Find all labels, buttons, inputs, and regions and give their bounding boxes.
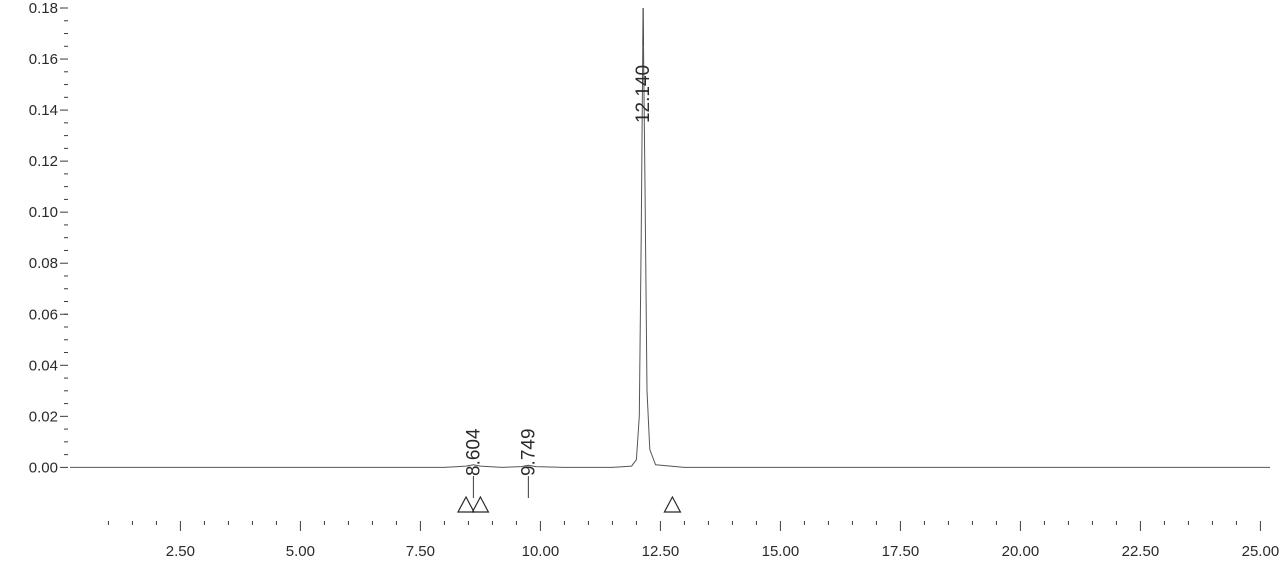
y-tick-label: 0.12 [29, 153, 58, 170]
peak-annotations: 8.604 9.749 12.140 [463, 8, 654, 498]
peak-label: 9.749 [518, 428, 539, 476]
x-tick-label: 10.00 [522, 543, 560, 560]
peak-label: 8.604 [463, 428, 484, 476]
x-tick-label: 25.00 [1242, 543, 1280, 560]
y-tick-label: 0.18 [29, 0, 58, 17]
x-tick-label: 5.00 [286, 543, 315, 560]
x-tick-label: 7.50 [406, 543, 435, 560]
y-tick-label: 0.08 [29, 255, 58, 272]
x-tick-label: 15.00 [762, 543, 800, 560]
chromatogram-trace [70, 7, 1270, 468]
x-tick-label: 17.50 [882, 543, 920, 560]
x-tick-label: 22.50 [1122, 543, 1160, 560]
x-tick-label: 12.50 [642, 543, 680, 560]
y-tick-label: 0.04 [29, 357, 58, 374]
integration-marker [457, 495, 475, 513]
y-tick-label: 0.14 [29, 102, 58, 119]
peak-label: 12.140 [633, 65, 654, 123]
x-tick-label: 20.00 [1002, 543, 1040, 560]
y-tick-label: 0.00 [29, 459, 58, 476]
x-axis: 2.50 5.00 7.50 10.00 12.50 15.00 17.50 20.00 22.… [107, 521, 1280, 560]
x-tick-label: 2.50 [166, 543, 195, 560]
y-tick-label: 0.16 [29, 51, 58, 68]
integration-marker [471, 495, 490, 513]
plot-area [70, 7, 1270, 513]
y-axis: 0.00 0.02 0.04 0.06 0.08 0.10 0.12 0.14 0.16 0.18 [29, 0, 68, 476]
y-tick-label: 0.10 [29, 204, 58, 221]
y-tick-label: 0.02 [29, 408, 58, 425]
y-tick-label: 0.06 [29, 306, 58, 323]
integration-marker [663, 495, 682, 513]
